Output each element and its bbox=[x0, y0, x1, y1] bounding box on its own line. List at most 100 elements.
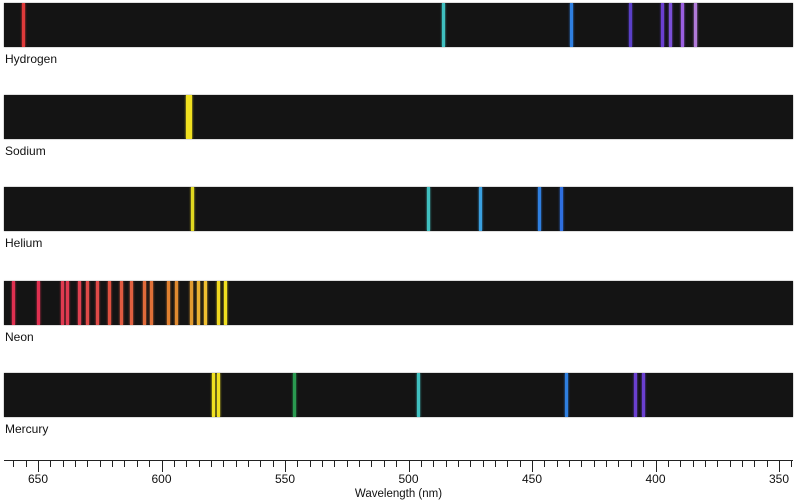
tick-label: 450 bbox=[521, 472, 543, 486]
spectrum-label: Sodium bbox=[5, 144, 46, 158]
spectrum-strip-hydrogen bbox=[4, 3, 793, 47]
spectral-line bbox=[150, 281, 154, 325]
spectral-line bbox=[293, 373, 297, 417]
spectral-line bbox=[185, 95, 189, 139]
spectral-line bbox=[95, 281, 99, 325]
minor-tick bbox=[87, 460, 88, 467]
minor-tick bbox=[767, 460, 768, 467]
spectrum-strip-helium bbox=[4, 187, 793, 231]
spectral-line bbox=[189, 281, 193, 325]
minor-tick bbox=[13, 460, 14, 467]
minor-tick bbox=[791, 460, 792, 467]
minor-tick bbox=[186, 460, 187, 467]
tick-label: 350 bbox=[768, 472, 790, 486]
tick-label: 600 bbox=[151, 472, 172, 486]
spectrum-strip-neon bbox=[4, 281, 793, 325]
spectrum-label: Mercury bbox=[5, 422, 49, 436]
minor-tick bbox=[421, 460, 422, 467]
minor-tick bbox=[236, 460, 237, 467]
major-tick bbox=[779, 460, 780, 472]
spectrum-label: Neon bbox=[5, 330, 34, 344]
minor-tick bbox=[124, 460, 125, 467]
minor-tick bbox=[705, 460, 706, 467]
minor-tick bbox=[680, 460, 681, 467]
minor-tick bbox=[149, 460, 150, 467]
minor-tick bbox=[544, 460, 545, 467]
tick-label: 650 bbox=[27, 472, 49, 486]
minor-tick bbox=[371, 460, 372, 467]
minor-tick bbox=[631, 460, 632, 467]
spectral-line bbox=[560, 187, 564, 231]
spectral-line bbox=[85, 281, 89, 325]
spectrum-strip-mercury bbox=[4, 373, 793, 417]
minor-tick bbox=[112, 460, 113, 467]
minor-tick bbox=[754, 460, 755, 467]
minor-tick bbox=[63, 460, 64, 467]
spectral-line bbox=[537, 187, 541, 231]
minor-tick bbox=[643, 460, 644, 467]
spectral-line bbox=[190, 187, 194, 231]
spectral-line bbox=[130, 281, 134, 325]
minor-tick bbox=[569, 460, 570, 467]
minor-tick bbox=[211, 460, 212, 467]
spectral-line bbox=[681, 3, 685, 47]
minor-tick bbox=[557, 460, 558, 467]
minor-tick bbox=[520, 460, 521, 467]
spectral-line bbox=[66, 281, 70, 325]
minor-tick bbox=[606, 460, 607, 467]
minor-tick bbox=[483, 460, 484, 467]
spectral-line bbox=[634, 373, 638, 417]
spectral-line bbox=[416, 373, 420, 417]
minor-tick bbox=[50, 460, 51, 467]
spectral-line bbox=[570, 3, 574, 47]
minor-tick bbox=[260, 460, 261, 467]
spectrum-label: Helium bbox=[5, 236, 43, 250]
minor-tick bbox=[742, 460, 743, 467]
spectral-line bbox=[629, 3, 633, 47]
minor-tick bbox=[273, 460, 274, 467]
tick-label: 550 bbox=[274, 472, 296, 486]
minor-tick bbox=[446, 460, 447, 467]
minor-tick bbox=[26, 460, 27, 467]
axis-title: Wavelength (nm) bbox=[354, 488, 443, 500]
spectral-line bbox=[693, 3, 697, 47]
major-tick bbox=[162, 460, 163, 472]
minor-tick bbox=[495, 460, 496, 467]
minor-tick bbox=[223, 460, 224, 467]
minor-tick bbox=[693, 460, 694, 467]
spectral-line bbox=[216, 373, 220, 417]
major-tick bbox=[409, 460, 410, 472]
spectral-line bbox=[641, 373, 645, 417]
spectral-line bbox=[478, 187, 482, 231]
minor-tick bbox=[396, 460, 397, 467]
minor-tick bbox=[334, 460, 335, 467]
spectral-line bbox=[142, 281, 146, 325]
spectral-line bbox=[426, 187, 430, 231]
spectral-line bbox=[61, 281, 65, 325]
minor-tick bbox=[75, 460, 76, 467]
spectral-line bbox=[78, 281, 82, 325]
axis-baseline bbox=[4, 460, 793, 461]
spectral-line bbox=[167, 281, 171, 325]
spectrum-strip-sodium bbox=[4, 95, 793, 139]
major-tick bbox=[656, 460, 657, 472]
spectral-line bbox=[204, 281, 208, 325]
major-tick bbox=[38, 460, 39, 472]
major-tick bbox=[532, 460, 533, 472]
spectral-line bbox=[120, 281, 124, 325]
minor-tick bbox=[507, 460, 508, 467]
tick-label: 500 bbox=[398, 472, 419, 486]
spectral-line bbox=[668, 3, 672, 47]
minor-tick bbox=[347, 460, 348, 467]
spectral-line bbox=[21, 3, 25, 47]
minor-tick bbox=[248, 460, 249, 467]
tick-label: 400 bbox=[645, 472, 666, 486]
minor-tick bbox=[594, 460, 595, 467]
minor-tick bbox=[359, 460, 360, 467]
minor-tick bbox=[100, 460, 101, 467]
minor-tick bbox=[618, 460, 619, 467]
spectral-line bbox=[216, 281, 220, 325]
spectral-line bbox=[211, 373, 215, 417]
wavelength-axis: Wavelength (nm) 650 600 550 500 450 400 350 bbox=[0, 448, 797, 503]
spectral-line bbox=[441, 3, 445, 47]
